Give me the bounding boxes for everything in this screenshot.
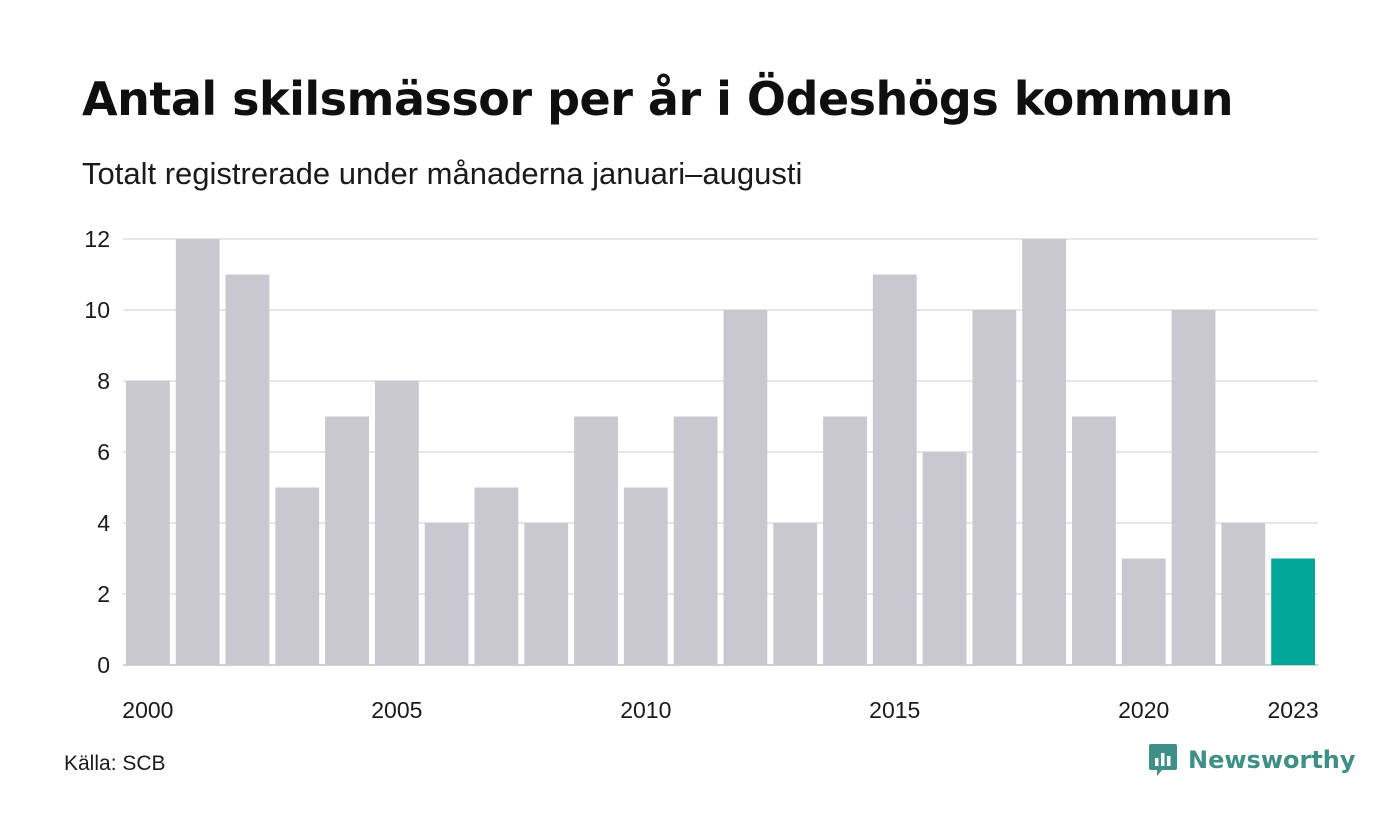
bar-2016 (922, 452, 967, 665)
y-axis-ticks: 0 2 4 6 8 10 12 (84, 226, 110, 678)
y-tick-label: 6 (97, 439, 110, 465)
bar-2022 (1221, 523, 1266, 665)
bar-2000 (126, 381, 170, 665)
bar-chart: 0 2 4 6 8 10 12 2000 2005 2010 2015 2020 2023 (84, 226, 1318, 723)
x-tick-label: 2020 (1118, 697, 1169, 723)
y-tick-label: 0 (97, 652, 110, 678)
chart-subtitle: Totalt registrerade under månaderna janu… (82, 156, 803, 191)
x-tick-label: 2000 (122, 697, 173, 723)
newsworthy-logo-icon (1149, 744, 1177, 776)
x-axis-ticks: 2000 2005 2010 2015 2020 2023 (122, 697, 1318, 723)
x-tick-label: 2015 (869, 697, 920, 723)
bar-2020 (1121, 558, 1166, 665)
bar-2007 (474, 487, 519, 665)
bar-2009 (574, 416, 618, 665)
x-tick-label: 2010 (620, 697, 671, 723)
bar-2019 (1072, 416, 1116, 665)
bar-2023 (1271, 558, 1315, 665)
bar-2011 (673, 416, 718, 665)
bar-2008 (524, 523, 569, 665)
bars (126, 239, 1315, 665)
y-tick-label: 2 (97, 581, 110, 607)
bar-2010 (623, 487, 668, 665)
bar-2012 (723, 310, 768, 665)
bar-2006 (424, 523, 469, 665)
bar-2021 (1171, 310, 1216, 665)
bar-2004 (325, 416, 369, 665)
y-tick-label: 4 (97, 510, 110, 536)
bar-2003 (275, 487, 320, 665)
brand-logo: Newsworthy (1148, 742, 1356, 778)
bar-2001 (175, 239, 220, 665)
x-tick-label: 2023 (1268, 697, 1319, 723)
bar-2014 (823, 416, 867, 665)
grid-lines (123, 238, 1318, 666)
bar-2018 (1022, 239, 1067, 665)
bar-2005 (374, 381, 419, 665)
bar-2015 (872, 274, 917, 665)
bar-2017 (972, 310, 1017, 665)
source-note: Källa: SCB (64, 752, 166, 775)
x-tick-label: 2005 (371, 697, 422, 723)
bar-2013 (773, 523, 818, 665)
chart-title: Antal skilsmässor per år i Ödeshögs komm… (82, 72, 1234, 126)
bar-2002 (225, 274, 270, 665)
y-tick-label: 8 (97, 368, 110, 394)
y-tick-label: 12 (84, 226, 110, 252)
brand-name: Newsworthy (1188, 746, 1356, 774)
y-tick-label: 10 (84, 297, 110, 323)
